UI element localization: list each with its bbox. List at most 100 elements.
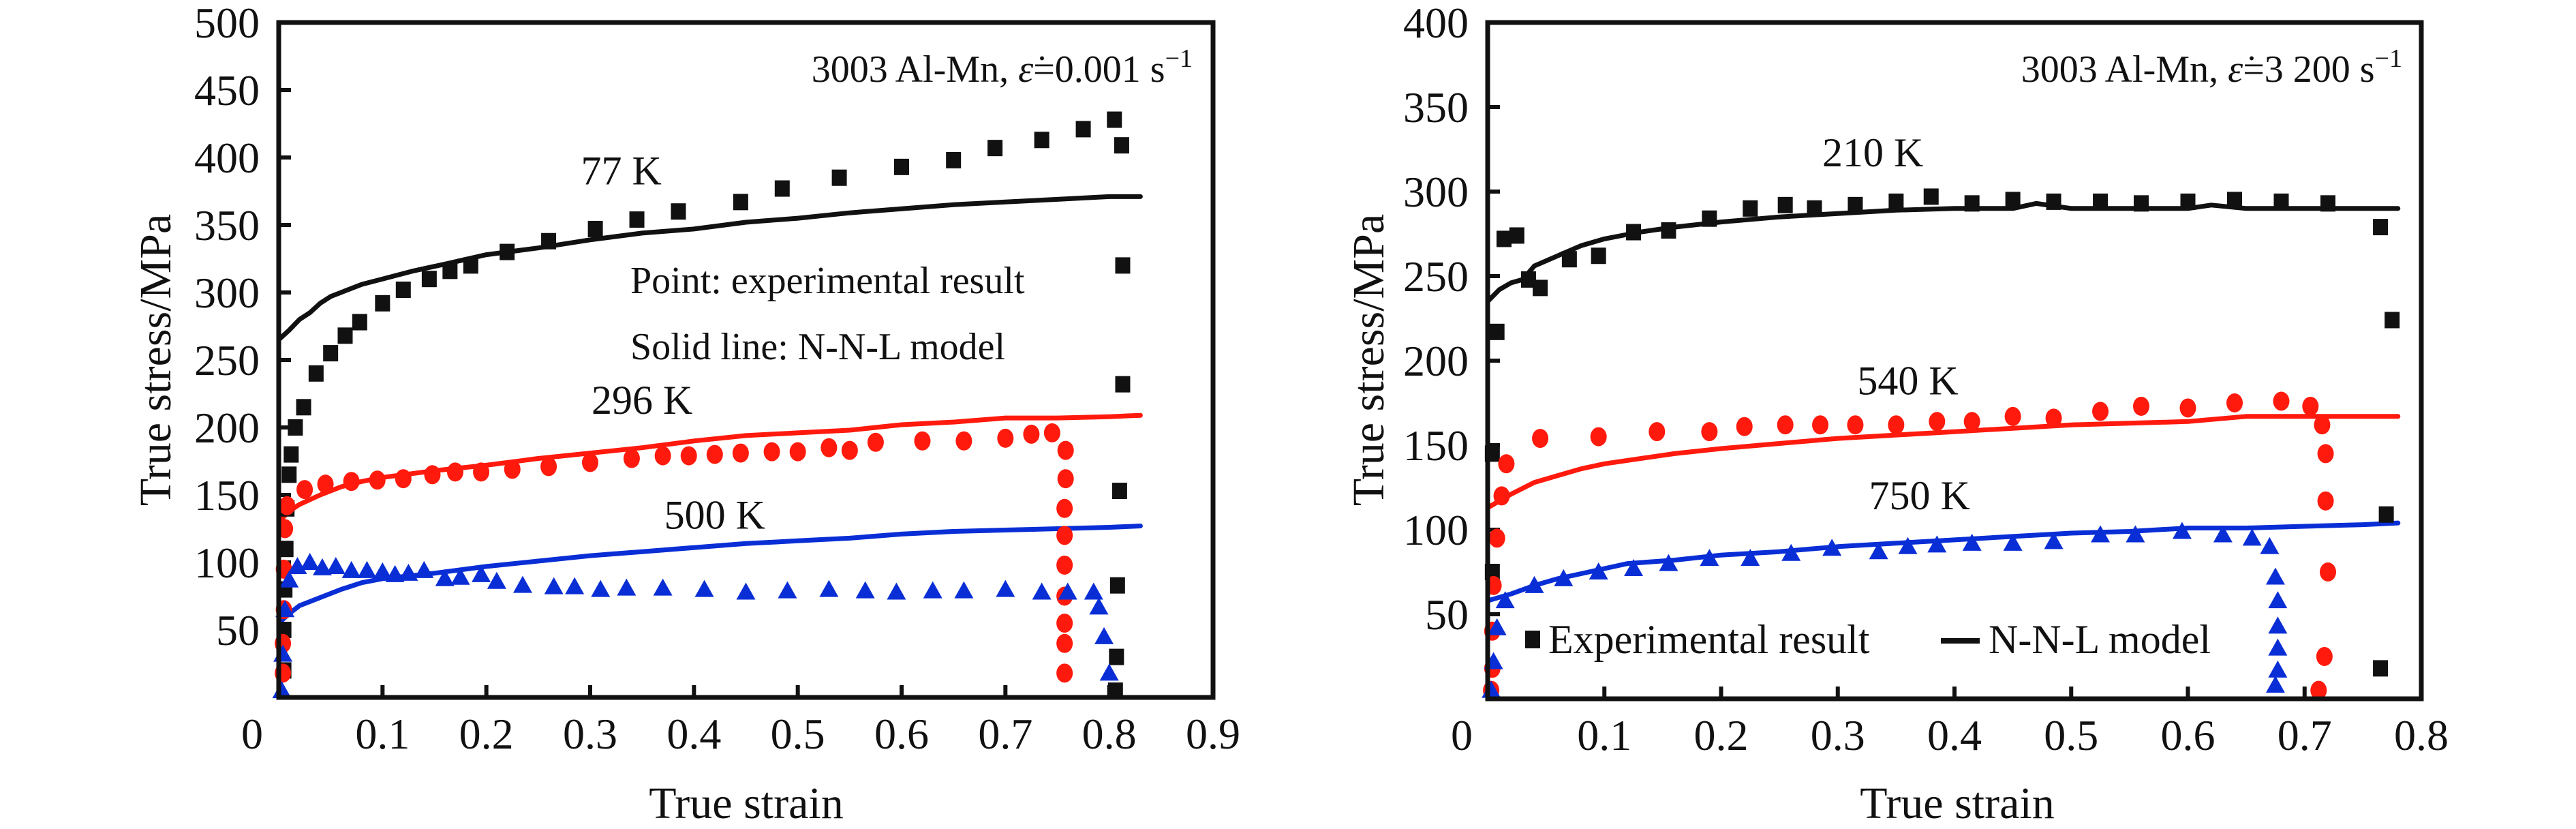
left-point-296k	[395, 469, 412, 489]
left-point-500k	[736, 582, 756, 600]
y-tick-label: 200	[194, 404, 260, 452]
left-point-296k	[1023, 424, 1040, 444]
right-point-750k	[1495, 591, 1515, 609]
left-point-500k	[544, 577, 564, 594]
right-point-750k	[2265, 567, 2285, 585]
left-point-296k	[1056, 633, 1073, 653]
right-point-210k	[1561, 251, 1577, 268]
left-point-77k	[831, 169, 847, 186]
left-point-296k	[424, 465, 441, 485]
left-point-77k	[500, 243, 515, 260]
right-xtick-labels: 0 0.1 0.2 0.3 0.4 0.5 0.6 0.7 0.8	[1451, 711, 2449, 759]
left-point-77k	[281, 466, 297, 483]
right-point-210k	[1661, 222, 1676, 239]
right-point-750k	[1869, 542, 1888, 560]
left-point-296k	[1056, 526, 1073, 545]
left-point-500k	[512, 575, 532, 593]
left-point-500k	[653, 578, 673, 596]
right-plot-frame	[1485, 20, 2424, 702]
left-point-77k	[395, 282, 411, 299]
left-point-296k	[955, 431, 972, 451]
right-point-750k	[2213, 525, 2233, 543]
right-point-210k	[2320, 195, 2335, 212]
chart-left: 50 100 150 200 250 300 350 400 450 500 0 0.1 0.2 0.3…	[131, 0, 1240, 828]
right-point-540k	[2045, 408, 2062, 428]
left-point-296k	[279, 496, 296, 515]
y-tick-label: 50	[1425, 590, 1469, 639]
right-point-210k	[1702, 210, 1717, 227]
left-point-500k	[1089, 597, 1109, 615]
right-point-750k	[2268, 591, 2288, 609]
left-point-500k	[435, 569, 455, 586]
left-point-500k	[996, 579, 1015, 597]
left-point-77k	[1114, 137, 1129, 154]
left-point-296k	[1056, 614, 1073, 633]
left-point-296k	[654, 446, 671, 466]
left-y-axis-title: True stress/MPa	[131, 214, 181, 506]
right-point-540k	[1929, 412, 1946, 432]
right-point-210k	[1520, 271, 1536, 288]
x-tick-label: 0.7	[2278, 711, 2332, 759]
right-point-750k	[1741, 549, 1760, 567]
right-point-540k	[1736, 417, 1753, 436]
left-point-296k	[821, 438, 838, 457]
right-point-540k	[1888, 415, 1905, 435]
x-tick-label: 0.4	[1927, 711, 1982, 759]
left-point-77k	[288, 419, 303, 436]
right-point-210k	[1847, 196, 1863, 213]
right-curve-label-540k: 540 K	[1857, 359, 1958, 404]
left-point-500k	[399, 563, 418, 581]
right-point-210k	[1533, 280, 1548, 297]
right-point-750k	[1700, 549, 1719, 567]
right-point-210k	[2227, 192, 2242, 209]
left-point-296k	[789, 442, 806, 462]
right-point-750k	[2260, 537, 2280, 554]
right-point-210k	[1888, 193, 1904, 210]
left-ytick-labels: 50 100 150 200 250 300 350 400 450 500	[194, 0, 260, 654]
left-point-500k	[855, 581, 875, 599]
right-point-540k	[1963, 412, 1980, 432]
left-point-500k	[385, 564, 405, 582]
left-point-77k	[323, 345, 339, 362]
left-point-296k	[1056, 498, 1073, 518]
right-point-210k	[1964, 195, 1980, 212]
left-point-296k	[1043, 423, 1060, 442]
left-point-500k	[1084, 582, 1103, 600]
right-point-750k	[2003, 533, 2023, 551]
right-point-540k	[2133, 396, 2149, 416]
right-point-750k	[2268, 638, 2288, 656]
right-point-210k	[1509, 227, 1524, 244]
y-tick-label: 400	[194, 134, 260, 182]
y-tick-label: 400	[1403, 0, 1469, 47]
left-point-500k	[694, 579, 714, 597]
left-curve-labels: 77 K 296 K 500 K	[581, 149, 765, 538]
legend-model-label: N-N-L model	[1989, 617, 2211, 662]
left-point-77k	[352, 314, 367, 331]
right-y-axis-title: True stress/MPa	[1344, 214, 1394, 506]
left-point-500k	[1032, 582, 1052, 600]
left-anno-rate-value: =0.001 s	[1033, 48, 1165, 91]
left-point-500k	[450, 567, 470, 585]
right-point-540k	[2317, 444, 2334, 464]
right-point-210k	[2373, 219, 2389, 236]
x-tick-label: 0.8	[1082, 710, 1137, 758]
left-model-line-77k	[276, 194, 1143, 342]
left-point-500k	[279, 570, 299, 588]
left-xtick-labels: 0 0.1 0.2 0.3 0.4 0.5 0.6 0.7 0.8 0.9	[241, 710, 1240, 758]
right-condition-annotation: 3003 Al-Mn, ε̇=3 200 s−1	[2021, 44, 2402, 91]
left-point-500k	[591, 579, 611, 597]
right-point-540k	[1847, 415, 1864, 435]
right-point-540k	[2226, 393, 2243, 412]
right-curve-label-210k: 210 K	[1822, 130, 1923, 175]
left-point-77k	[587, 220, 603, 237]
right-point-210k	[2093, 193, 2109, 210]
left-point-500k	[326, 556, 346, 574]
left-point-500k	[472, 564, 491, 582]
left-markers	[272, 111, 1131, 699]
left-point-296k	[763, 442, 780, 462]
left-point-500k	[1099, 663, 1119, 681]
left-point-296k	[369, 470, 386, 490]
right-point-540k	[2092, 402, 2109, 421]
right-point-750k	[2126, 525, 2145, 543]
right-point-540k	[2310, 680, 2327, 700]
